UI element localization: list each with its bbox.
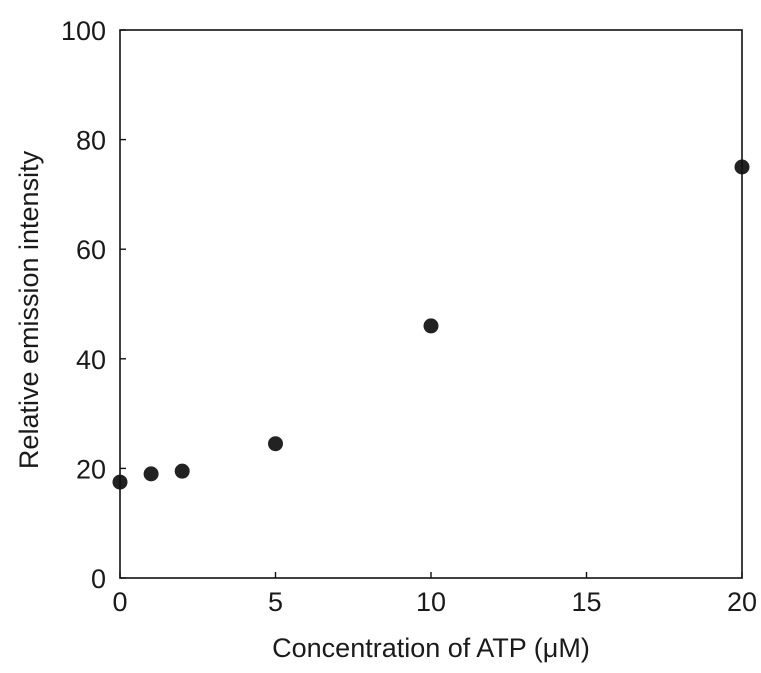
y-axis-title: Relative emission intensity — [14, 150, 44, 469]
y-tick-label: 20 — [76, 454, 106, 484]
y-tick-label: 100 — [61, 16, 106, 46]
data-point — [423, 318, 439, 334]
plot-frame — [119, 29, 743, 579]
y-tick-label: 0 — [91, 564, 106, 594]
data-point — [268, 436, 283, 452]
data-point — [143, 466, 159, 482]
data-points — [112, 159, 750, 490]
x-tick-label: 0 — [112, 587, 127, 617]
x-tick-label: 10 — [416, 587, 446, 617]
y-tick-label: 40 — [76, 345, 106, 375]
data-point — [174, 463, 190, 479]
x-tick-label: 20 — [727, 587, 757, 617]
x-tick-label: 5 — [268, 587, 283, 617]
y-tick-label: 60 — [76, 235, 106, 265]
x-axis-title: Concentration of ATP (μM) — [272, 633, 590, 663]
y-tick-label: 80 — [76, 126, 106, 156]
x-tick-label: 15 — [571, 587, 601, 617]
tick-layer: 0 5 10 15 20 0 20 40 60 80 100 — [61, 16, 757, 617]
